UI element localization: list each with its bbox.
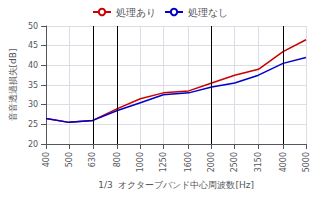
svg-text:500: 500 — [65, 152, 74, 167]
svg-text:1/3 オクターブバンド中心周波数[Hz]: 1/3 オクターブバンド中心周波数[Hz] — [98, 180, 254, 190]
svg-text:400: 400 — [42, 152, 51, 167]
svg-text:1000: 1000 — [136, 152, 145, 172]
svg-text:45: 45 — [28, 41, 38, 50]
svg-text:20: 20 — [28, 140, 38, 149]
svg-text:25: 25 — [28, 120, 38, 129]
svg-text:4000: 4000 — [279, 152, 288, 172]
svg-text:3150: 3150 — [254, 152, 263, 172]
svg-text:2500: 2500 — [230, 152, 239, 172]
svg-text:5000: 5000 — [302, 152, 311, 172]
svg-text:630: 630 — [88, 152, 97, 167]
svg-text:処理なし: 処理なし — [188, 7, 228, 18]
svg-text:50: 50 — [28, 22, 38, 31]
svg-text:1250: 1250 — [159, 152, 168, 172]
svg-text:処理あり: 処理あり — [116, 7, 156, 18]
svg-text:800: 800 — [113, 152, 122, 167]
svg-text:1600: 1600 — [184, 152, 193, 172]
svg-text:40: 40 — [28, 61, 38, 70]
svg-text:2000: 2000 — [207, 152, 216, 172]
svg-text:35: 35 — [28, 81, 38, 90]
svg-text:30: 30 — [28, 100, 38, 109]
svg-text:音音透過損失[dB]: 音音透過損失[dB] — [8, 49, 18, 122]
